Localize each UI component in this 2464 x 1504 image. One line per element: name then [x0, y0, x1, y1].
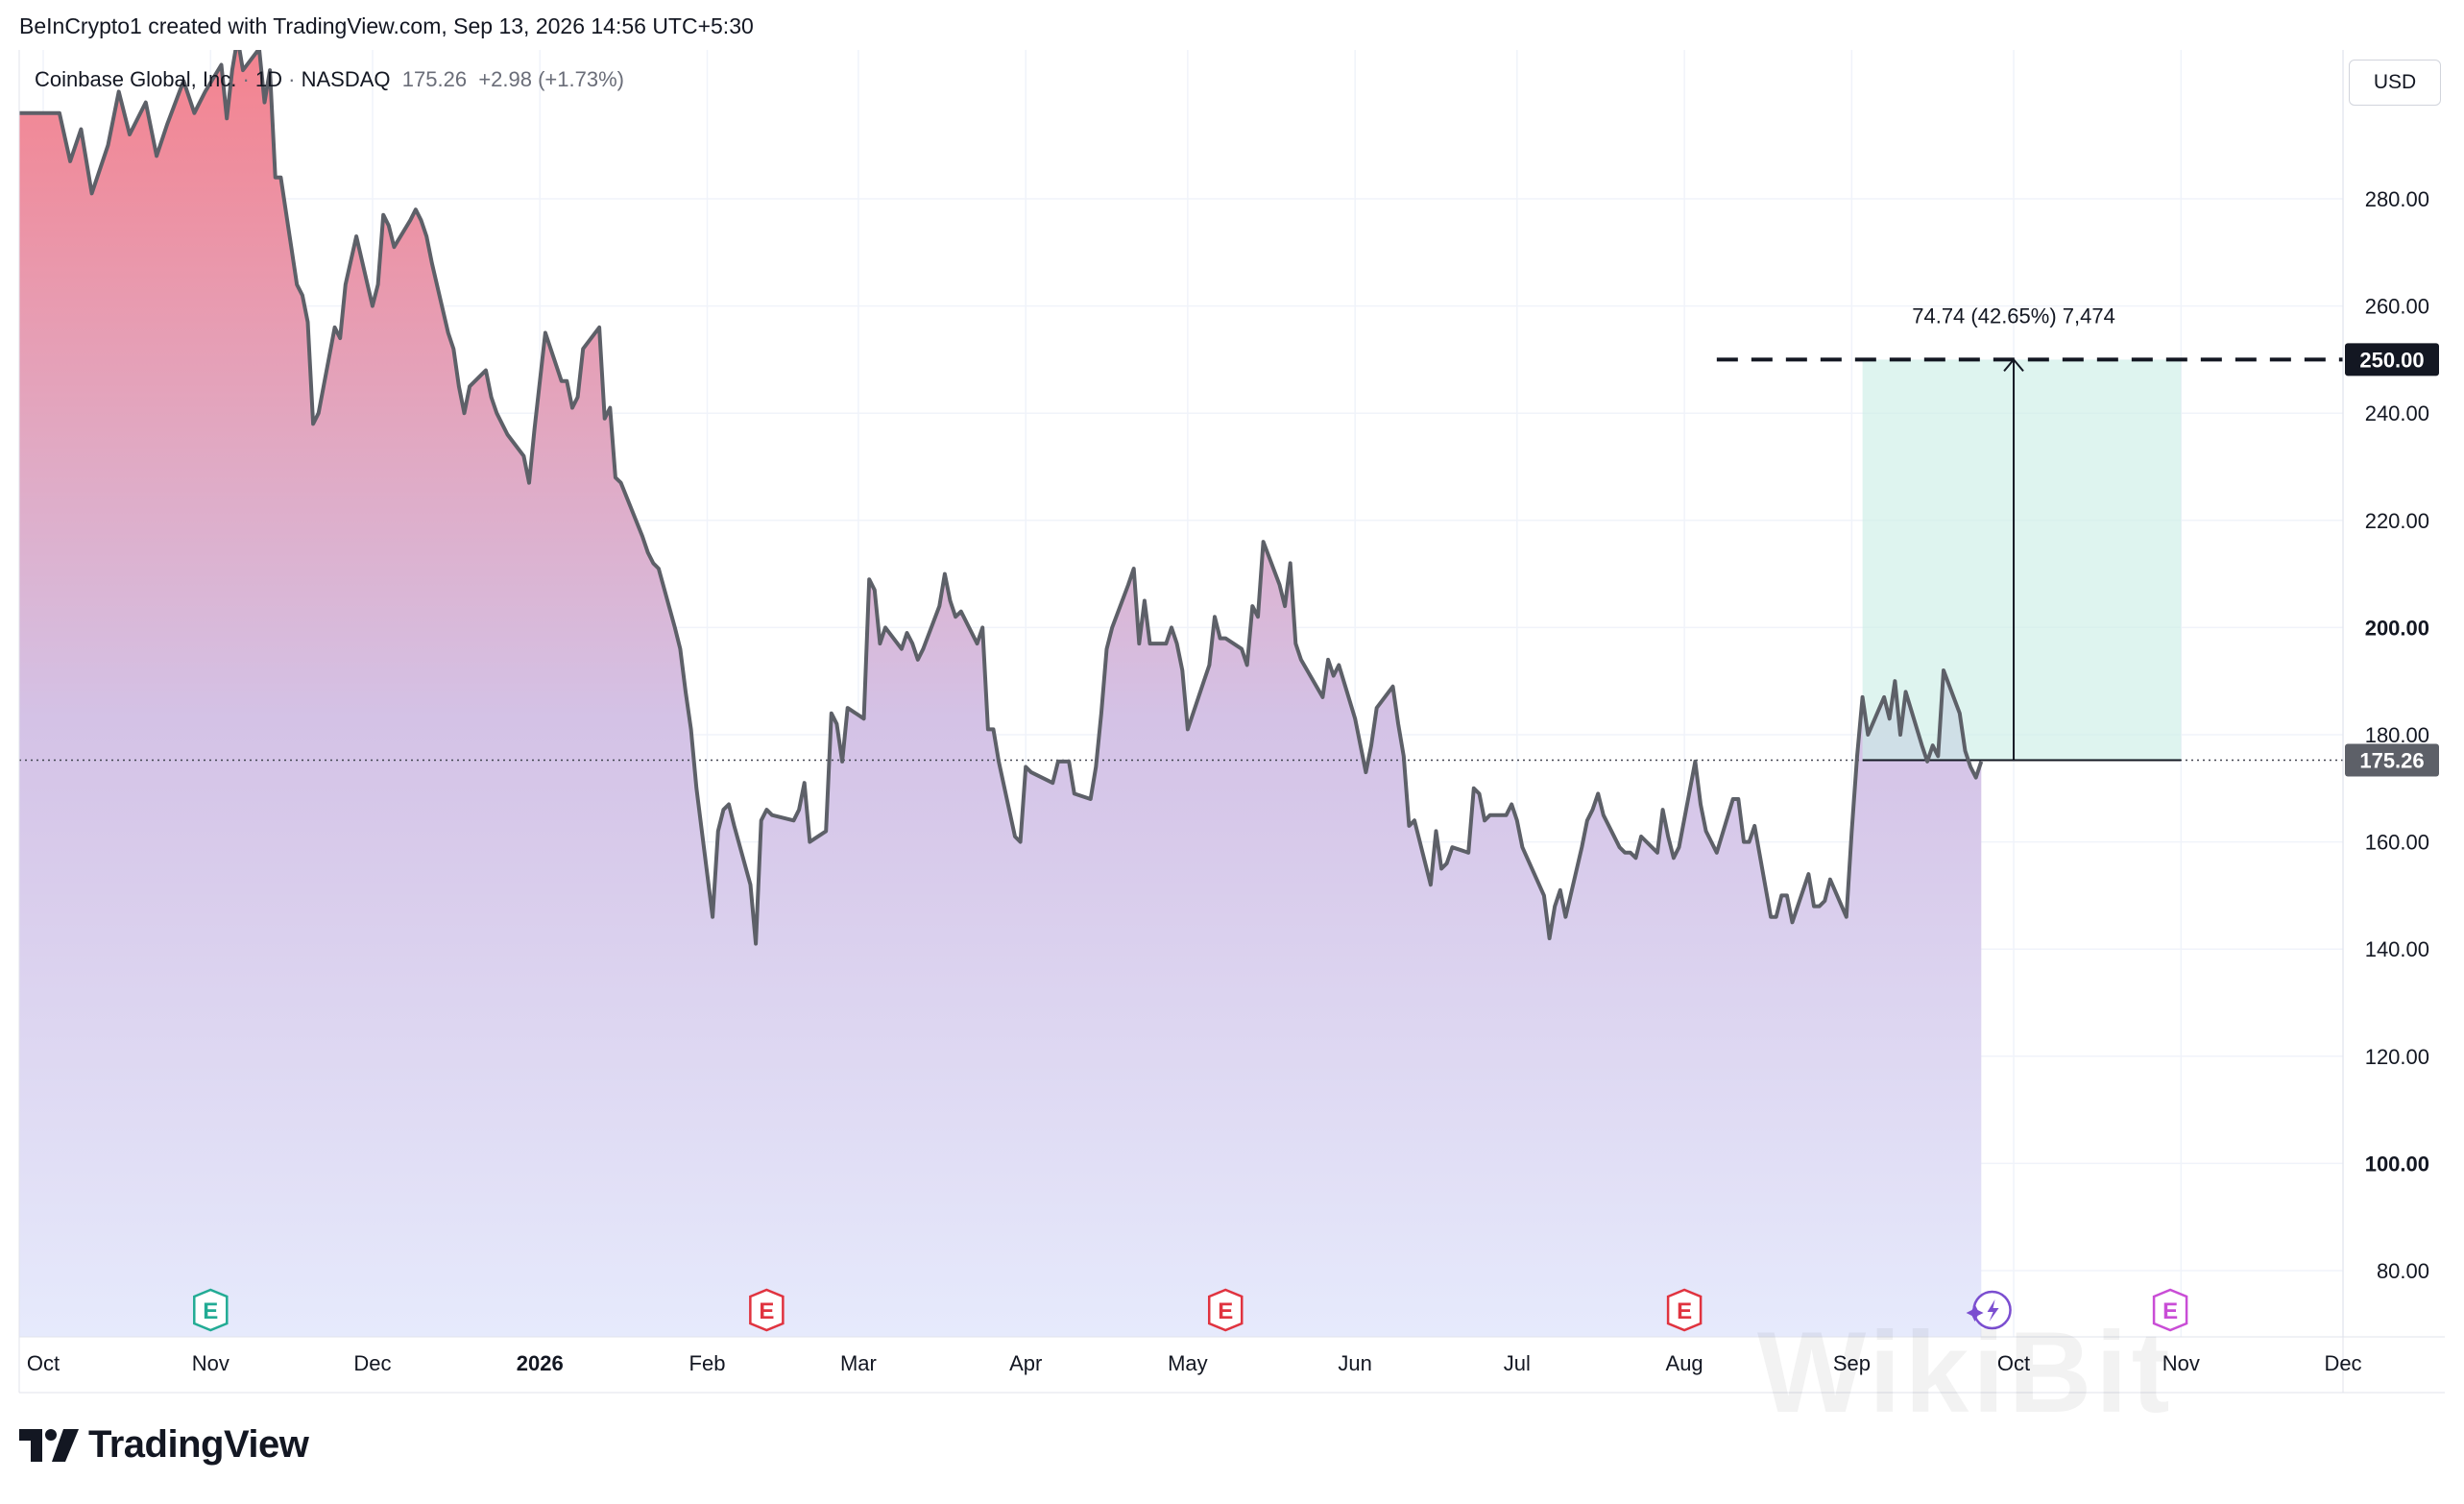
price-tick-label: 160.00 — [2365, 831, 2429, 855]
time-axis-background — [19, 1337, 2343, 1393]
earnings-icon[interactable] — [749, 1288, 785, 1332]
symbol-legend: Coinbase Global, Inc. · 1D · NASDAQ 175.… — [35, 67, 624, 92]
projection-zone[interactable] — [1862, 359, 2182, 761]
time-tick-label: Nov — [2162, 1351, 2200, 1375]
last-price-badge — [2345, 743, 2439, 777]
price-area-fill — [19, 50, 1982, 1337]
currency-button[interactable]: USD — [2349, 60, 2441, 106]
price-tick-label: 200.00 — [2365, 616, 2429, 640]
earnings-icon-label: E — [2162, 1298, 2178, 1324]
time-tick-label: Oct — [1997, 1351, 2030, 1375]
last-price-badge-label: 175.26 — [2359, 748, 2424, 772]
legend-change: +2.98 (+1.73%) — [478, 67, 624, 91]
time-tick-label: May — [1168, 1351, 1208, 1375]
earnings-icon[interactable] — [2152, 1288, 2188, 1332]
symbol-exchange: NASDAQ — [301, 67, 391, 91]
time-tick-label: Sep — [1833, 1351, 1871, 1375]
price-tick-label: 100.00 — [2365, 1152, 2429, 1176]
chart-caption: BeInCrypto1 created with TradingView.com… — [19, 13, 754, 38]
legend-separator: · — [288, 67, 296, 91]
price-tick-label: 180.00 — [2365, 723, 2429, 747]
currency-label: USD — [2373, 71, 2417, 93]
earnings-icon-label: E — [759, 1298, 774, 1324]
time-tick-label: Apr — [1009, 1351, 1042, 1375]
tradingview-logo-icon — [19, 1428, 79, 1462]
price-line — [19, 50, 1984, 946]
time-tick-label: Dec — [353, 1351, 391, 1375]
price-tick-label: 220.00 — [2365, 509, 2429, 533]
time-tick-label: Oct — [27, 1351, 60, 1375]
earnings-icon[interactable] — [1207, 1288, 1244, 1332]
legend-separator: · — [242, 67, 250, 91]
price-tick-label: 80.00 — [2377, 1259, 2429, 1283]
time-tick-label: Feb — [689, 1351, 726, 1375]
time-tick-label: 2026 — [517, 1351, 564, 1375]
projection-arrow-head — [2003, 357, 2024, 373]
target-price-badge-label: 250.00 — [2359, 348, 2424, 372]
lightning-icon — [1987, 1299, 1999, 1322]
price-badges: 250.00 175.26 — [2345, 343, 2439, 777]
earnings-icon-label: E — [1218, 1298, 1233, 1324]
earnings-icon-label: E — [203, 1298, 218, 1324]
sparkle-icon — [1966, 1304, 1984, 1322]
projection-label: 74.74 (42.65%) 7,474 — [1912, 303, 2115, 327]
earnings-icon[interactable] — [193, 1288, 229, 1332]
tradingview-logo-text: TradingView — [88, 1423, 309, 1466]
price-tick-label: 140.00 — [2365, 937, 2429, 961]
legend-last-price: 175.26 — [401, 67, 468, 91]
price-tick-label: 240.00 — [2365, 401, 2429, 425]
price-axis[interactable]: 80.00 100.00 120.00 140.00 160.00 180.00 200.0… — [2365, 187, 2429, 1283]
time-axis[interactable]: Oct Nov Dec 2026 Feb Mar Apr May Jun Jul Aug Sep Oct… — [27, 1351, 2362, 1375]
time-tick-label: Nov — [192, 1351, 229, 1375]
symbol-name[interactable]: Coinbase Global, Inc. — [35, 67, 237, 91]
target-price-badge — [2345, 343, 2439, 376]
time-tick-label: Jun — [1338, 1351, 1371, 1375]
earnings-icon-label: E — [1677, 1298, 1692, 1324]
time-tick-label: Jul — [1504, 1351, 1531, 1375]
time-tick-label: Dec — [2324, 1351, 2361, 1375]
earnings-icon[interactable] — [1666, 1288, 1703, 1332]
price-tick-label: 120.00 — [2365, 1045, 2429, 1069]
price-tick-label: 260.00 — [2365, 295, 2429, 319]
tradingview-logo[interactable]: TradingView — [19, 1423, 309, 1467]
symbol-interval[interactable]: 1D — [254, 67, 283, 91]
time-tick-label: Mar — [840, 1351, 877, 1375]
time-tick-label: Aug — [1666, 1351, 1703, 1375]
price-tick-label: 280.00 — [2365, 187, 2429, 211]
wikibit-watermark: WikiBit — [1757, 1308, 2174, 1437]
